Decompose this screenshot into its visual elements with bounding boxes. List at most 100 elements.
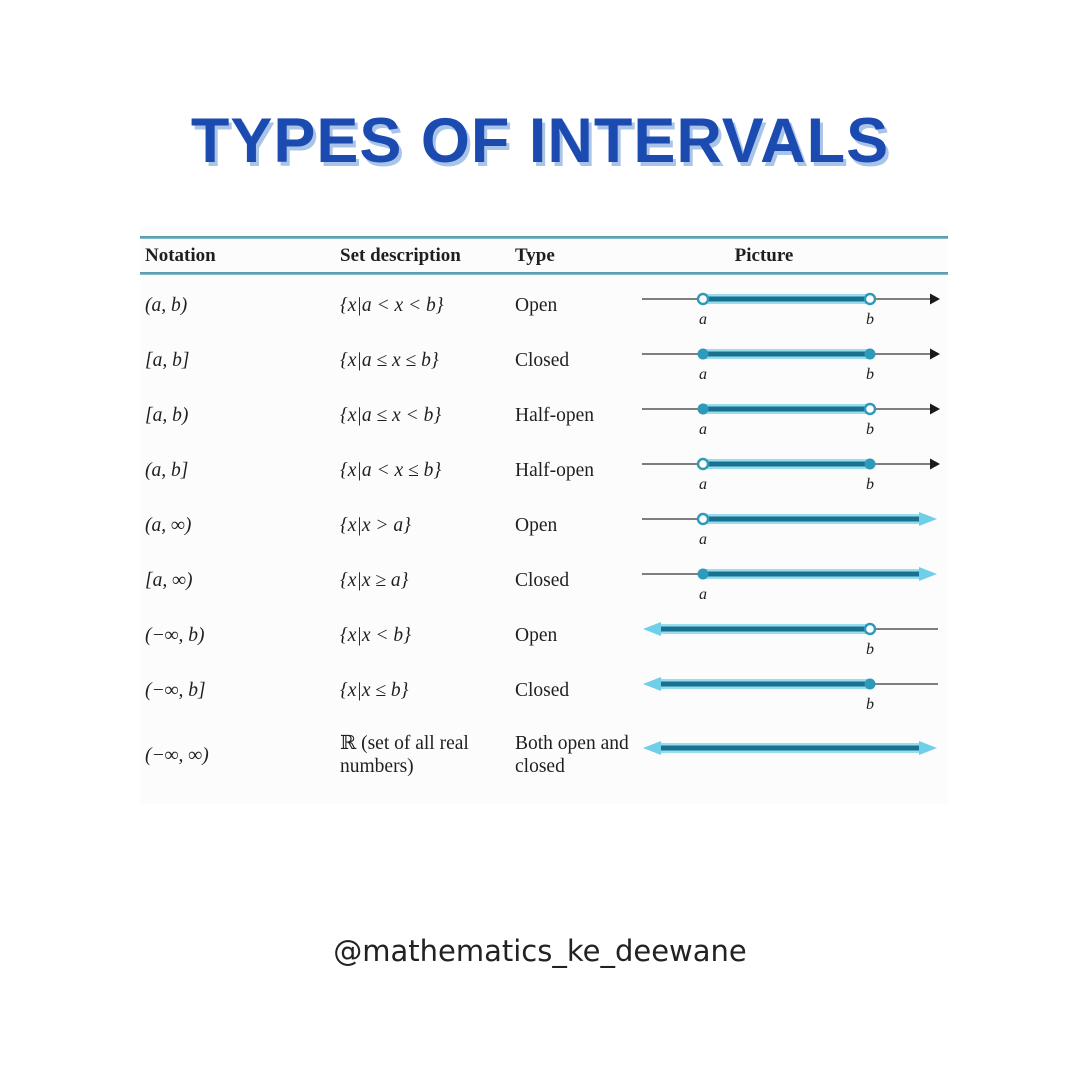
notation-cell: (a, b] xyxy=(145,460,189,481)
endpoint-label: b xyxy=(866,476,874,493)
endpoint-open xyxy=(696,292,710,305)
table-top-rule xyxy=(140,236,948,239)
number-line xyxy=(643,741,937,755)
endpoint-closed xyxy=(697,568,709,579)
endpoint-label: a xyxy=(699,421,707,438)
arrow-right-icon xyxy=(919,566,937,581)
endpoint-label: b xyxy=(866,641,874,658)
endpoint-label: b xyxy=(866,311,874,328)
arrow-left-icon xyxy=(643,676,661,691)
set-description-cell: {x|x < b} xyxy=(340,625,411,646)
set-description-cell: {x|x ≥ a} xyxy=(340,570,409,591)
picture-cell xyxy=(640,732,948,778)
number-line: b xyxy=(643,621,938,658)
endpoint-closed xyxy=(864,678,876,689)
endpoint-open xyxy=(863,402,877,415)
table-row: (−∞, ∞) ℝ (set of all real numbers) Both… xyxy=(140,718,948,792)
endpoint-open xyxy=(696,457,710,470)
endpoint-label: b xyxy=(866,421,874,438)
endpoint-label: a xyxy=(699,366,707,383)
type-cell: Both open and closed xyxy=(515,733,629,777)
type-cell: Closed xyxy=(515,350,570,371)
table-row: (−∞, b] {x|x ≤ b} Closed b xyxy=(140,663,948,718)
notation-cell: [a, b] xyxy=(145,350,190,371)
notation-cell: [a, b) xyxy=(145,405,189,426)
set-description-cell: {x|a < x < b} xyxy=(340,295,444,316)
type-cell: Closed xyxy=(515,680,570,701)
table-header-row: Notation Set description Type Picture xyxy=(140,239,948,272)
arrow-right-icon xyxy=(919,741,937,755)
type-cell: Open xyxy=(515,625,558,646)
table-row: (a, ∞) {x|x > a} Open a xyxy=(140,498,948,553)
endpoint-closed xyxy=(864,348,876,359)
endpoint-label: a xyxy=(699,476,707,493)
notation-cell: (−∞, b] xyxy=(145,680,206,701)
endpoint-open xyxy=(863,292,877,305)
arrow-right-icon xyxy=(930,403,940,414)
set-description-cell: {x|a ≤ x ≤ b} xyxy=(340,350,439,371)
picture-cell: a xyxy=(640,503,948,549)
column-header-type: Type xyxy=(515,244,555,266)
arrow-right-icon xyxy=(930,348,940,359)
type-cell: Open xyxy=(515,295,558,316)
set-description-cell: {x|x > a} xyxy=(340,515,411,536)
arrow-right-icon xyxy=(930,458,940,469)
notation-cell: (a, ∞) xyxy=(145,515,192,536)
arrow-right-icon xyxy=(930,293,940,304)
table-header-rule xyxy=(140,272,948,275)
notation-cell: (−∞, b) xyxy=(145,625,205,646)
column-header-picture: Picture xyxy=(734,244,794,266)
page-title: TYPES OF INTERVALS xyxy=(190,106,890,176)
endpoint-open xyxy=(696,512,710,525)
column-header-notation: Notation xyxy=(145,244,216,266)
type-cell: Closed xyxy=(515,570,570,591)
endpoint-label: a xyxy=(699,531,707,548)
endpoint-closed xyxy=(864,458,876,469)
notation-cell: [a, ∞) xyxy=(145,570,193,591)
type-cell: Open xyxy=(515,515,558,536)
picture-cell: b xyxy=(640,613,948,659)
set-description-cell: ℝ (set of all real numbers) xyxy=(340,733,469,777)
set-description-cell: {x|a ≤ x < b} xyxy=(340,405,442,426)
endpoint-open xyxy=(863,622,877,635)
set-description-cell: {x|x ≤ b} xyxy=(340,680,409,701)
endpoint-label: a xyxy=(699,311,707,328)
arrow-right-icon xyxy=(919,511,937,526)
endpoint-label: a xyxy=(699,586,707,603)
notation-cell: (−∞, ∞) xyxy=(145,744,209,766)
endpoint-closed xyxy=(697,348,709,359)
watermark-handle: @mathematics_ke_deewane xyxy=(333,934,747,968)
notation-cell: (a, b) xyxy=(145,295,188,316)
set-description-cell: {x|a < x ≤ b} xyxy=(340,460,442,481)
table-row: [a, ∞) {x|x ≥ a} Closed a xyxy=(140,553,948,608)
number-line: a xyxy=(642,511,937,548)
intervals-table: Notation Set description Type Picture (a… xyxy=(140,226,948,804)
table-row: (−∞, b) {x|x < b} Open b xyxy=(140,608,948,663)
endpoint-label: b xyxy=(866,366,874,383)
arrow-left-icon xyxy=(643,741,661,755)
number-line: a xyxy=(642,566,937,603)
type-cell: Half-open xyxy=(515,460,595,481)
column-header-set-description: Set description xyxy=(340,244,461,266)
endpoint-closed xyxy=(697,403,709,414)
endpoint-label: b xyxy=(866,696,874,713)
arrow-left-icon xyxy=(643,621,661,636)
type-cell: Half-open xyxy=(515,405,595,426)
picture-cell: b xyxy=(640,668,948,714)
picture-cell: a xyxy=(640,558,948,604)
number-line: b xyxy=(643,676,938,713)
